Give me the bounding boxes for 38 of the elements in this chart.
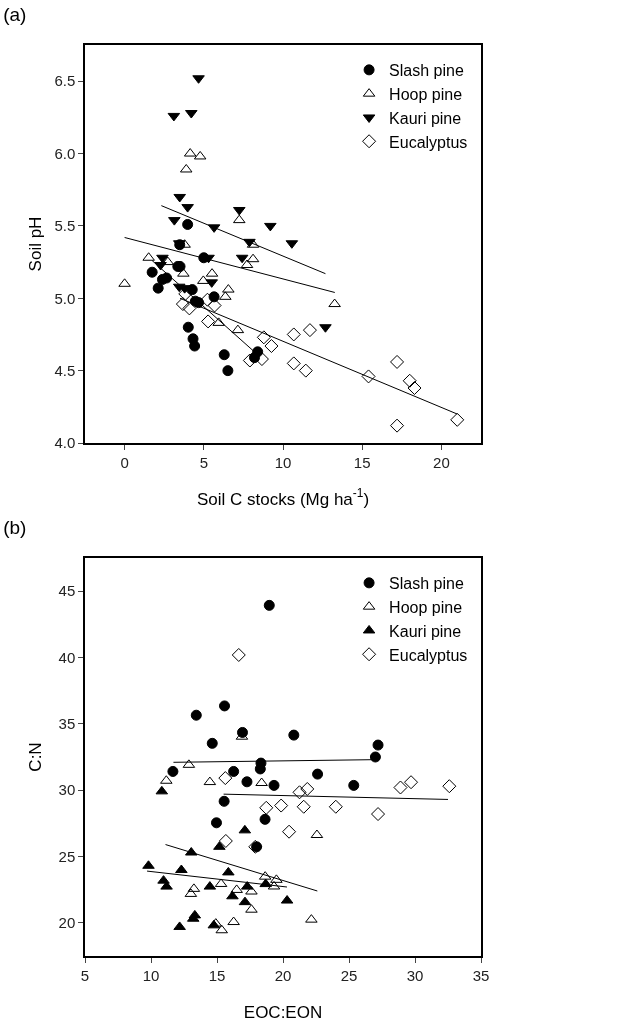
legend-label: Hoop pine [389, 598, 463, 616]
x-tick-label: 30 [406, 966, 424, 984]
y-tick-label: 5.0 [54, 289, 76, 307]
x-tick-label: 10 [142, 966, 160, 984]
x-tick-label: 25 [340, 966, 358, 984]
x-tick-label: 20 [274, 966, 292, 984]
y-tick-label: 25 [58, 847, 76, 865]
legend-label: Hoop pine [389, 85, 463, 103]
x-tick-label: 0 [120, 453, 129, 471]
x-tick-label: 15 [353, 453, 371, 471]
x-tick-label: 10 [274, 453, 292, 471]
y-tick-label: 30 [58, 781, 76, 799]
legend-label: Eucalyptus [389, 646, 468, 664]
legend-label: Slash pine [389, 575, 464, 593]
legend-label: Kauri pine [389, 109, 462, 127]
x-tick-label: 5 [199, 453, 208, 471]
chart-title: (b) [3, 516, 27, 538]
x-tick-label: 35 [472, 966, 490, 984]
y-tick-label: 35 [58, 715, 76, 733]
y-tick-label: 6.5 [54, 72, 76, 90]
y-axis-title: Soil pH [25, 216, 45, 272]
legend-label: Slash pine [389, 62, 464, 80]
legend-label: Eucalyptus [389, 133, 468, 151]
x-tick-label: 5 [80, 966, 90, 984]
legend-label: Kauri pine [389, 622, 462, 640]
x-tick-label: 15 [208, 966, 226, 984]
y-tick-label: 6.0 [54, 144, 76, 162]
chart-title: (a) [3, 3, 27, 25]
y-tick-label: 40 [58, 648, 76, 666]
y-tick-label: 4.0 [54, 434, 76, 452]
y-tick-label: 20 [58, 914, 76, 932]
y-axis-title: C:N [25, 742, 45, 772]
x-axis-title: EOC:EON [243, 1002, 323, 1022]
y-tick-label: 5.5 [54, 217, 76, 235]
y-tick-label: 4.5 [54, 361, 76, 379]
y-tick-label: 45 [58, 582, 76, 600]
x-tick-label: 20 [433, 453, 450, 471]
x-axis-title: Soil C stocks (Mg ha$^{-1}$) [196, 486, 370, 509]
